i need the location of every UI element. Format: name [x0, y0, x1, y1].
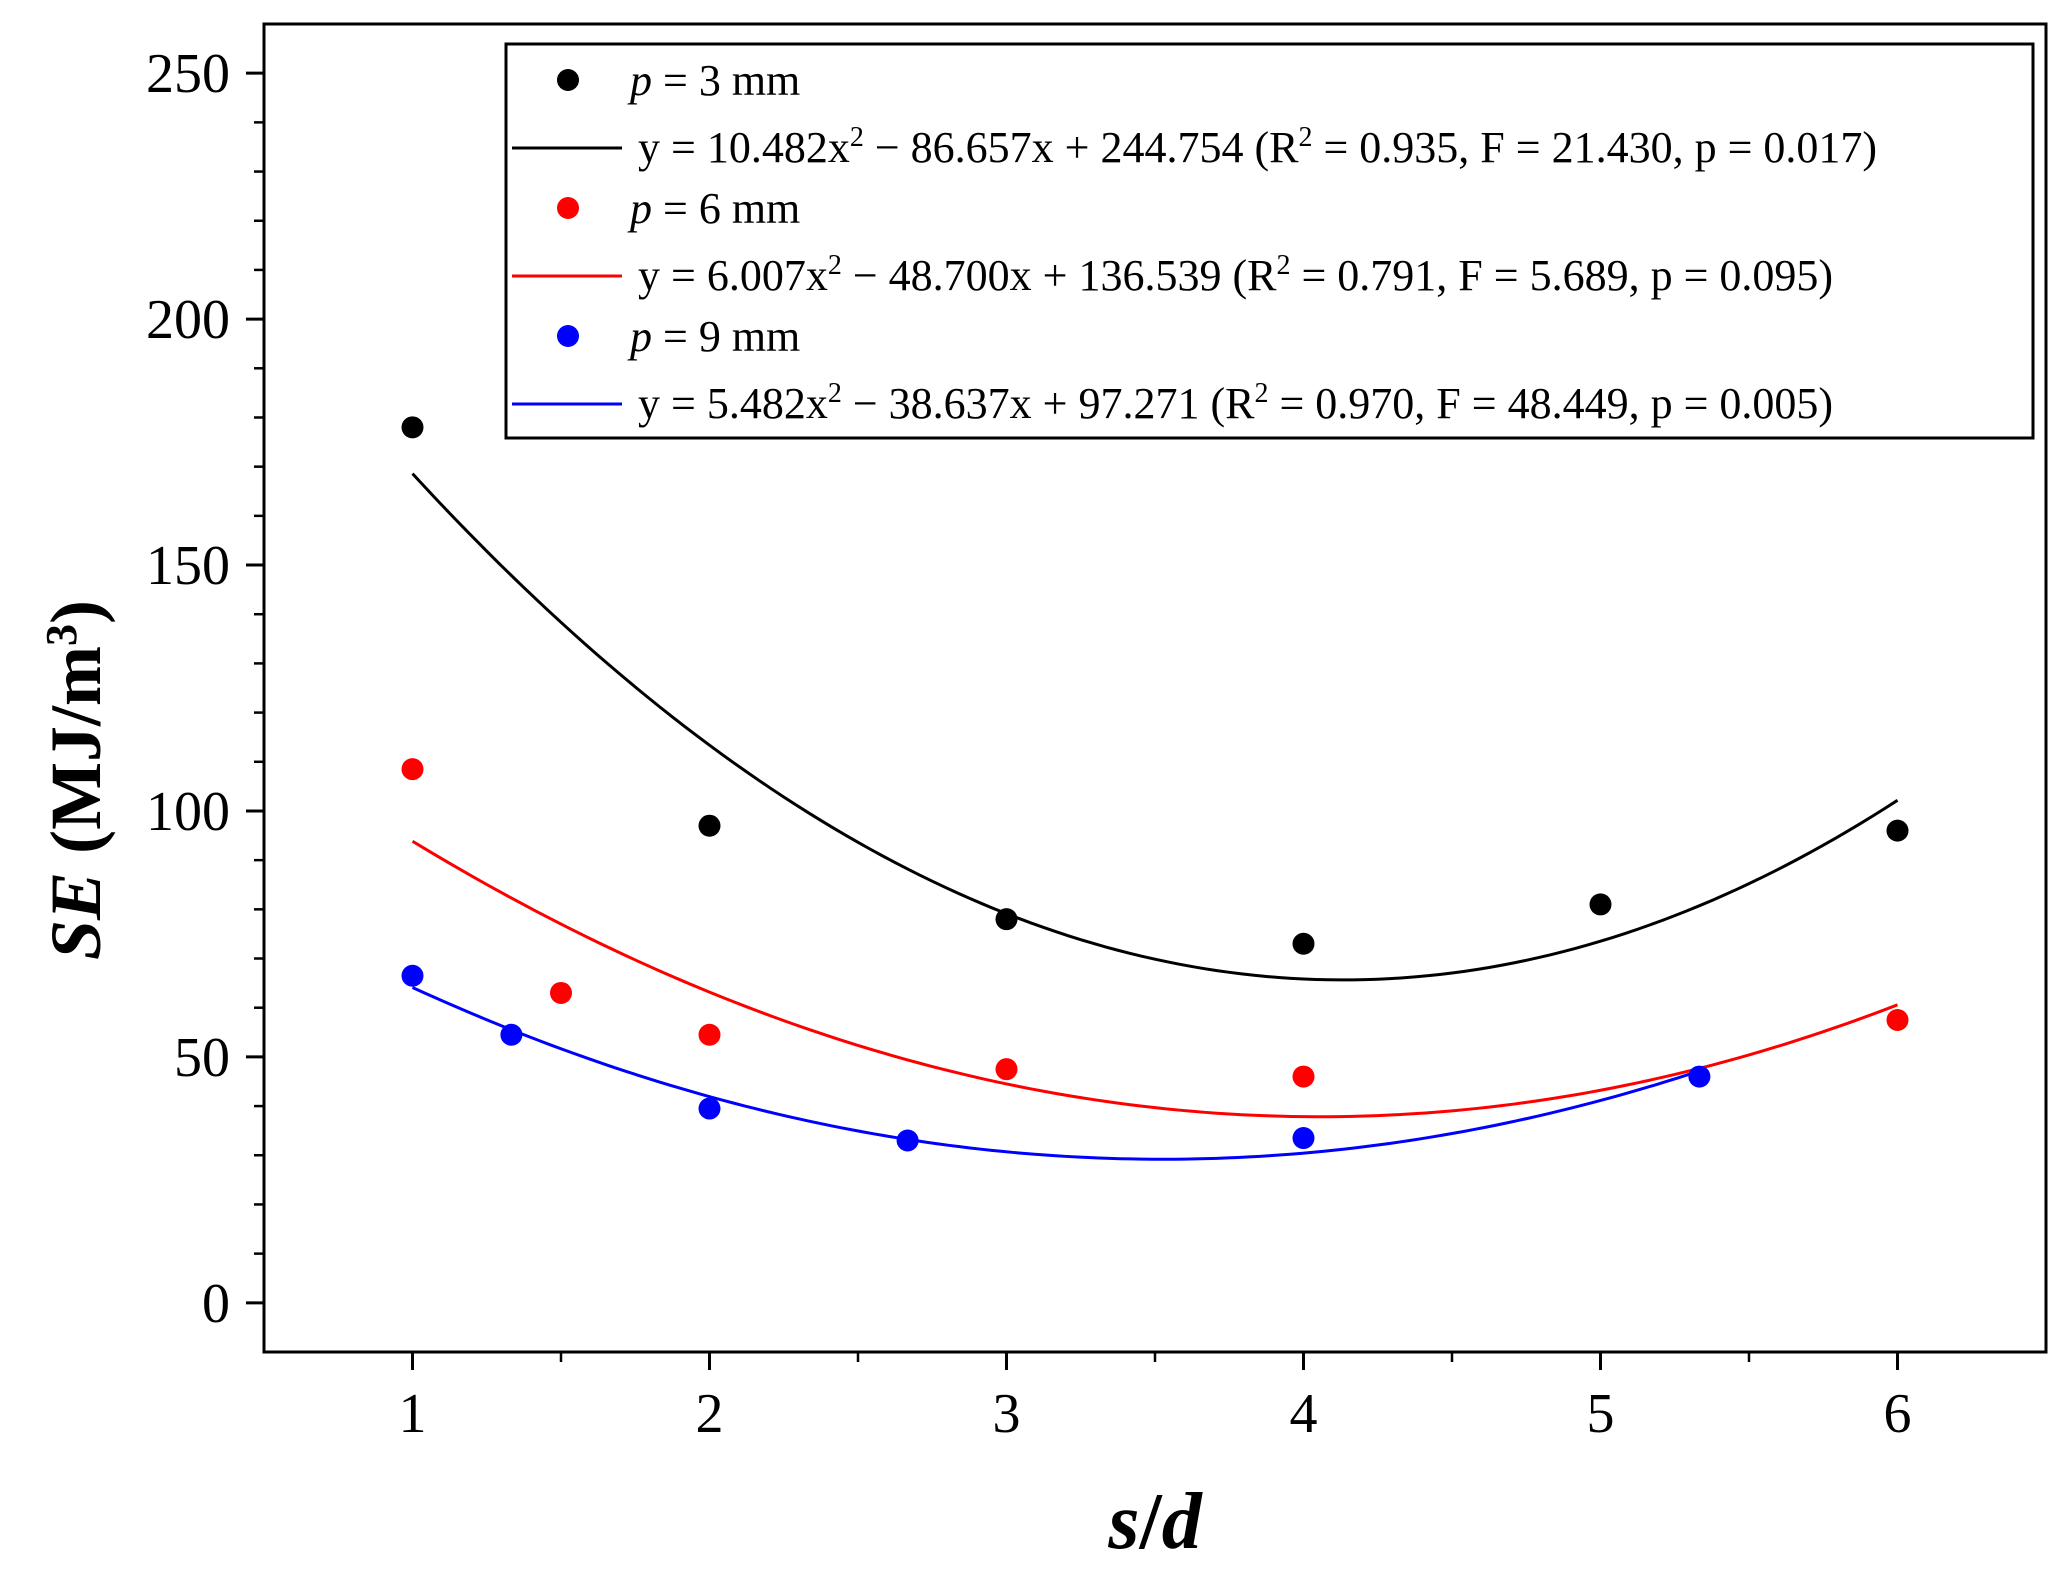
data-point-series-1 [1886, 819, 1909, 842]
data-point-series-2 [995, 1058, 1018, 1081]
legend-marker-series-1 [557, 69, 579, 91]
y-axis: 0 50 100 150 200 250 [146, 43, 264, 1335]
x-tick-label: 4 [1290, 1383, 1318, 1445]
x-tick-label: 2 [696, 1383, 724, 1445]
legend-equation-series-2: y = 6.007x2 − 48.700x + 136.539 (R2 = 0.… [638, 250, 1833, 300]
legend-label-series-1: p = 3 mm [627, 56, 800, 105]
data-point-series-3 [698, 1097, 721, 1120]
legend: p = 3 mm y = 10.482x2 − 86.657x + 244.754… [504, 42, 2035, 440]
fit-curve-series-2 [411, 839, 1899, 1119]
data-point-series-2 [1292, 1065, 1315, 1088]
legend-box [504, 42, 2035, 440]
data-point-series-3 [1688, 1065, 1711, 1088]
data-point-series-1 [1292, 932, 1315, 955]
x-tick-label: 5 [1587, 1383, 1615, 1445]
y-axis-title: SE (MJ/m3) [36, 600, 116, 960]
x-axis-title-slash: / [1138, 1478, 1163, 1566]
data-point-series-3 [500, 1023, 523, 1046]
fit-curve-series-1 [411, 472, 1899, 982]
y-axis-title-close: ) [36, 600, 116, 624]
legend-marker-series-2 [557, 197, 579, 219]
x-axis-title: s/d [1107, 1478, 1202, 1566]
data-point-series-2 [401, 758, 424, 781]
legend-equation-series-1: y = 10.482x2 − 86.657x + 244.754 (R2 = 0… [638, 122, 1877, 172]
y-tick-label: 50 [174, 1027, 230, 1089]
x-tick-label: 6 [1884, 1383, 1912, 1445]
data-point-series-2 [698, 1023, 721, 1046]
data-point-series-3 [401, 964, 424, 987]
data-point-series-1 [698, 814, 721, 837]
data-point-series-1 [1589, 893, 1612, 916]
y-tick-label: 0 [202, 1273, 230, 1335]
legend-label-series-2: p = 6 mm [627, 184, 800, 233]
data-point-series-1 [401, 416, 424, 439]
legend-equation-series-3: y = 5.482x2 − 38.637x + 97.271 (R2 = 0.9… [638, 378, 1833, 428]
y-axis-title-unit-sup: 3 [37, 624, 86, 646]
data-point-series-2 [1886, 1009, 1909, 1031]
y-tick-label: 150 [146, 535, 230, 597]
x-axis: 1 2 3 4 5 6 [399, 1352, 1912, 1445]
data-point-series-3 [1292, 1127, 1315, 1150]
x-tick-label: 1 [399, 1383, 427, 1445]
y-axis-title-unit: (MJ/m [36, 646, 116, 872]
y-axis-title-italic: SE [36, 872, 116, 960]
x-axis-title-s: s [1107, 1478, 1139, 1566]
data-point-series-2 [550, 981, 572, 1004]
legend-marker-series-3 [557, 325, 579, 347]
data-point-series-3 [896, 1129, 919, 1152]
data-point-series-1 [995, 908, 1018, 931]
y-tick-label: 200 [146, 289, 230, 351]
legend-label-series-3: p = 9 mm [627, 312, 800, 361]
x-axis-title-d: d [1162, 1478, 1203, 1566]
fit-curves [411, 472, 1899, 1161]
data-points [401, 416, 1909, 1152]
y-tick-label: 100 [146, 781, 230, 843]
fit-curve-series-3 [411, 986, 1700, 1161]
x-tick-label: 3 [993, 1383, 1021, 1445]
y-tick-label: 250 [146, 43, 230, 105]
